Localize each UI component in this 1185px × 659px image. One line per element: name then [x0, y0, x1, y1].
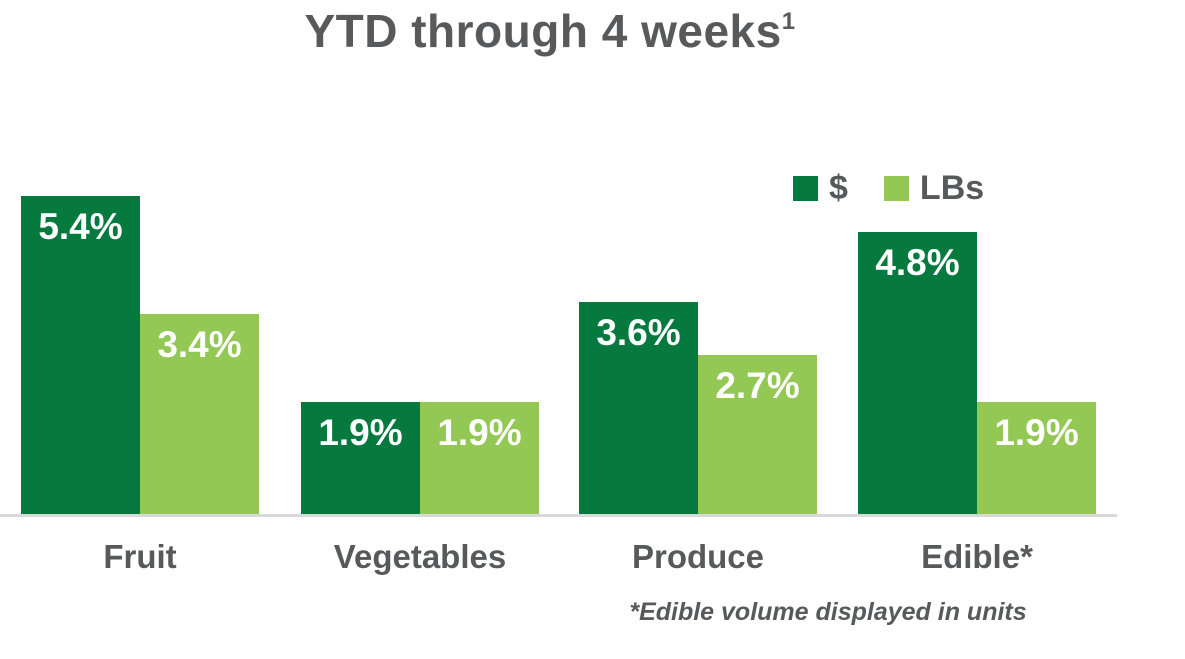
- bar-lbs-vegetables: 1.9%: [420, 402, 539, 514]
- bar-value-label-dollars-vegetables: 1.9%: [318, 412, 403, 453]
- bar-value-label-lbs-edible: 1.9%: [994, 412, 1079, 453]
- legend-label-lbs: LBs: [919, 169, 985, 207]
- category-label-produce: Produce: [631, 538, 765, 575]
- bar-dollars-produce: 3.6%: [579, 302, 698, 514]
- page-title: YTD through 4 weeks1: [0, 4, 1100, 58]
- legend-swatch-dollars: [793, 175, 818, 201]
- bar-value-label-lbs-fruit: 3.4%: [157, 324, 242, 365]
- bar-dollars-edible: 4.8%: [858, 232, 977, 514]
- category-label-fruit: Fruit: [103, 538, 177, 575]
- page-title-text: YTD through 4 weeks: [304, 5, 782, 57]
- legend-label-dollars: $: [829, 169, 848, 207]
- legend-item-dollars: $: [793, 171, 848, 205]
- footnote: *Edible volume displayed in units: [629, 598, 1027, 626]
- bar-value-label-lbs-produce: 2.7%: [715, 365, 800, 406]
- bar-value-label-dollars-edible: 4.8%: [875, 242, 960, 283]
- category-label-vegetables: Vegetables: [333, 538, 507, 575]
- legend: $ LBs: [793, 171, 984, 205]
- bar-value-label-lbs-vegetables: 1.9%: [437, 412, 522, 453]
- legend-item-lbs: LBs: [883, 169, 985, 207]
- bar-value-label-dollars-produce: 3.6%: [596, 312, 681, 353]
- bar-dollars-fruit: 5.4%: [21, 196, 140, 514]
- bar-lbs-edible: 1.9%: [977, 402, 1096, 514]
- bar-lbs-fruit: 3.4%: [140, 314, 259, 514]
- bar-dollars-vegetables: 1.9%: [301, 402, 420, 514]
- bar-value-label-dollars-fruit: 5.4%: [38, 206, 123, 247]
- page-title-superscript: 1: [781, 8, 796, 35]
- category-label-edible: Edible*: [921, 538, 1033, 575]
- bar-lbs-produce: 2.7%: [698, 355, 817, 514]
- legend-swatch-lbs: [883, 175, 909, 201]
- x-axis-baseline: [0, 514, 1117, 517]
